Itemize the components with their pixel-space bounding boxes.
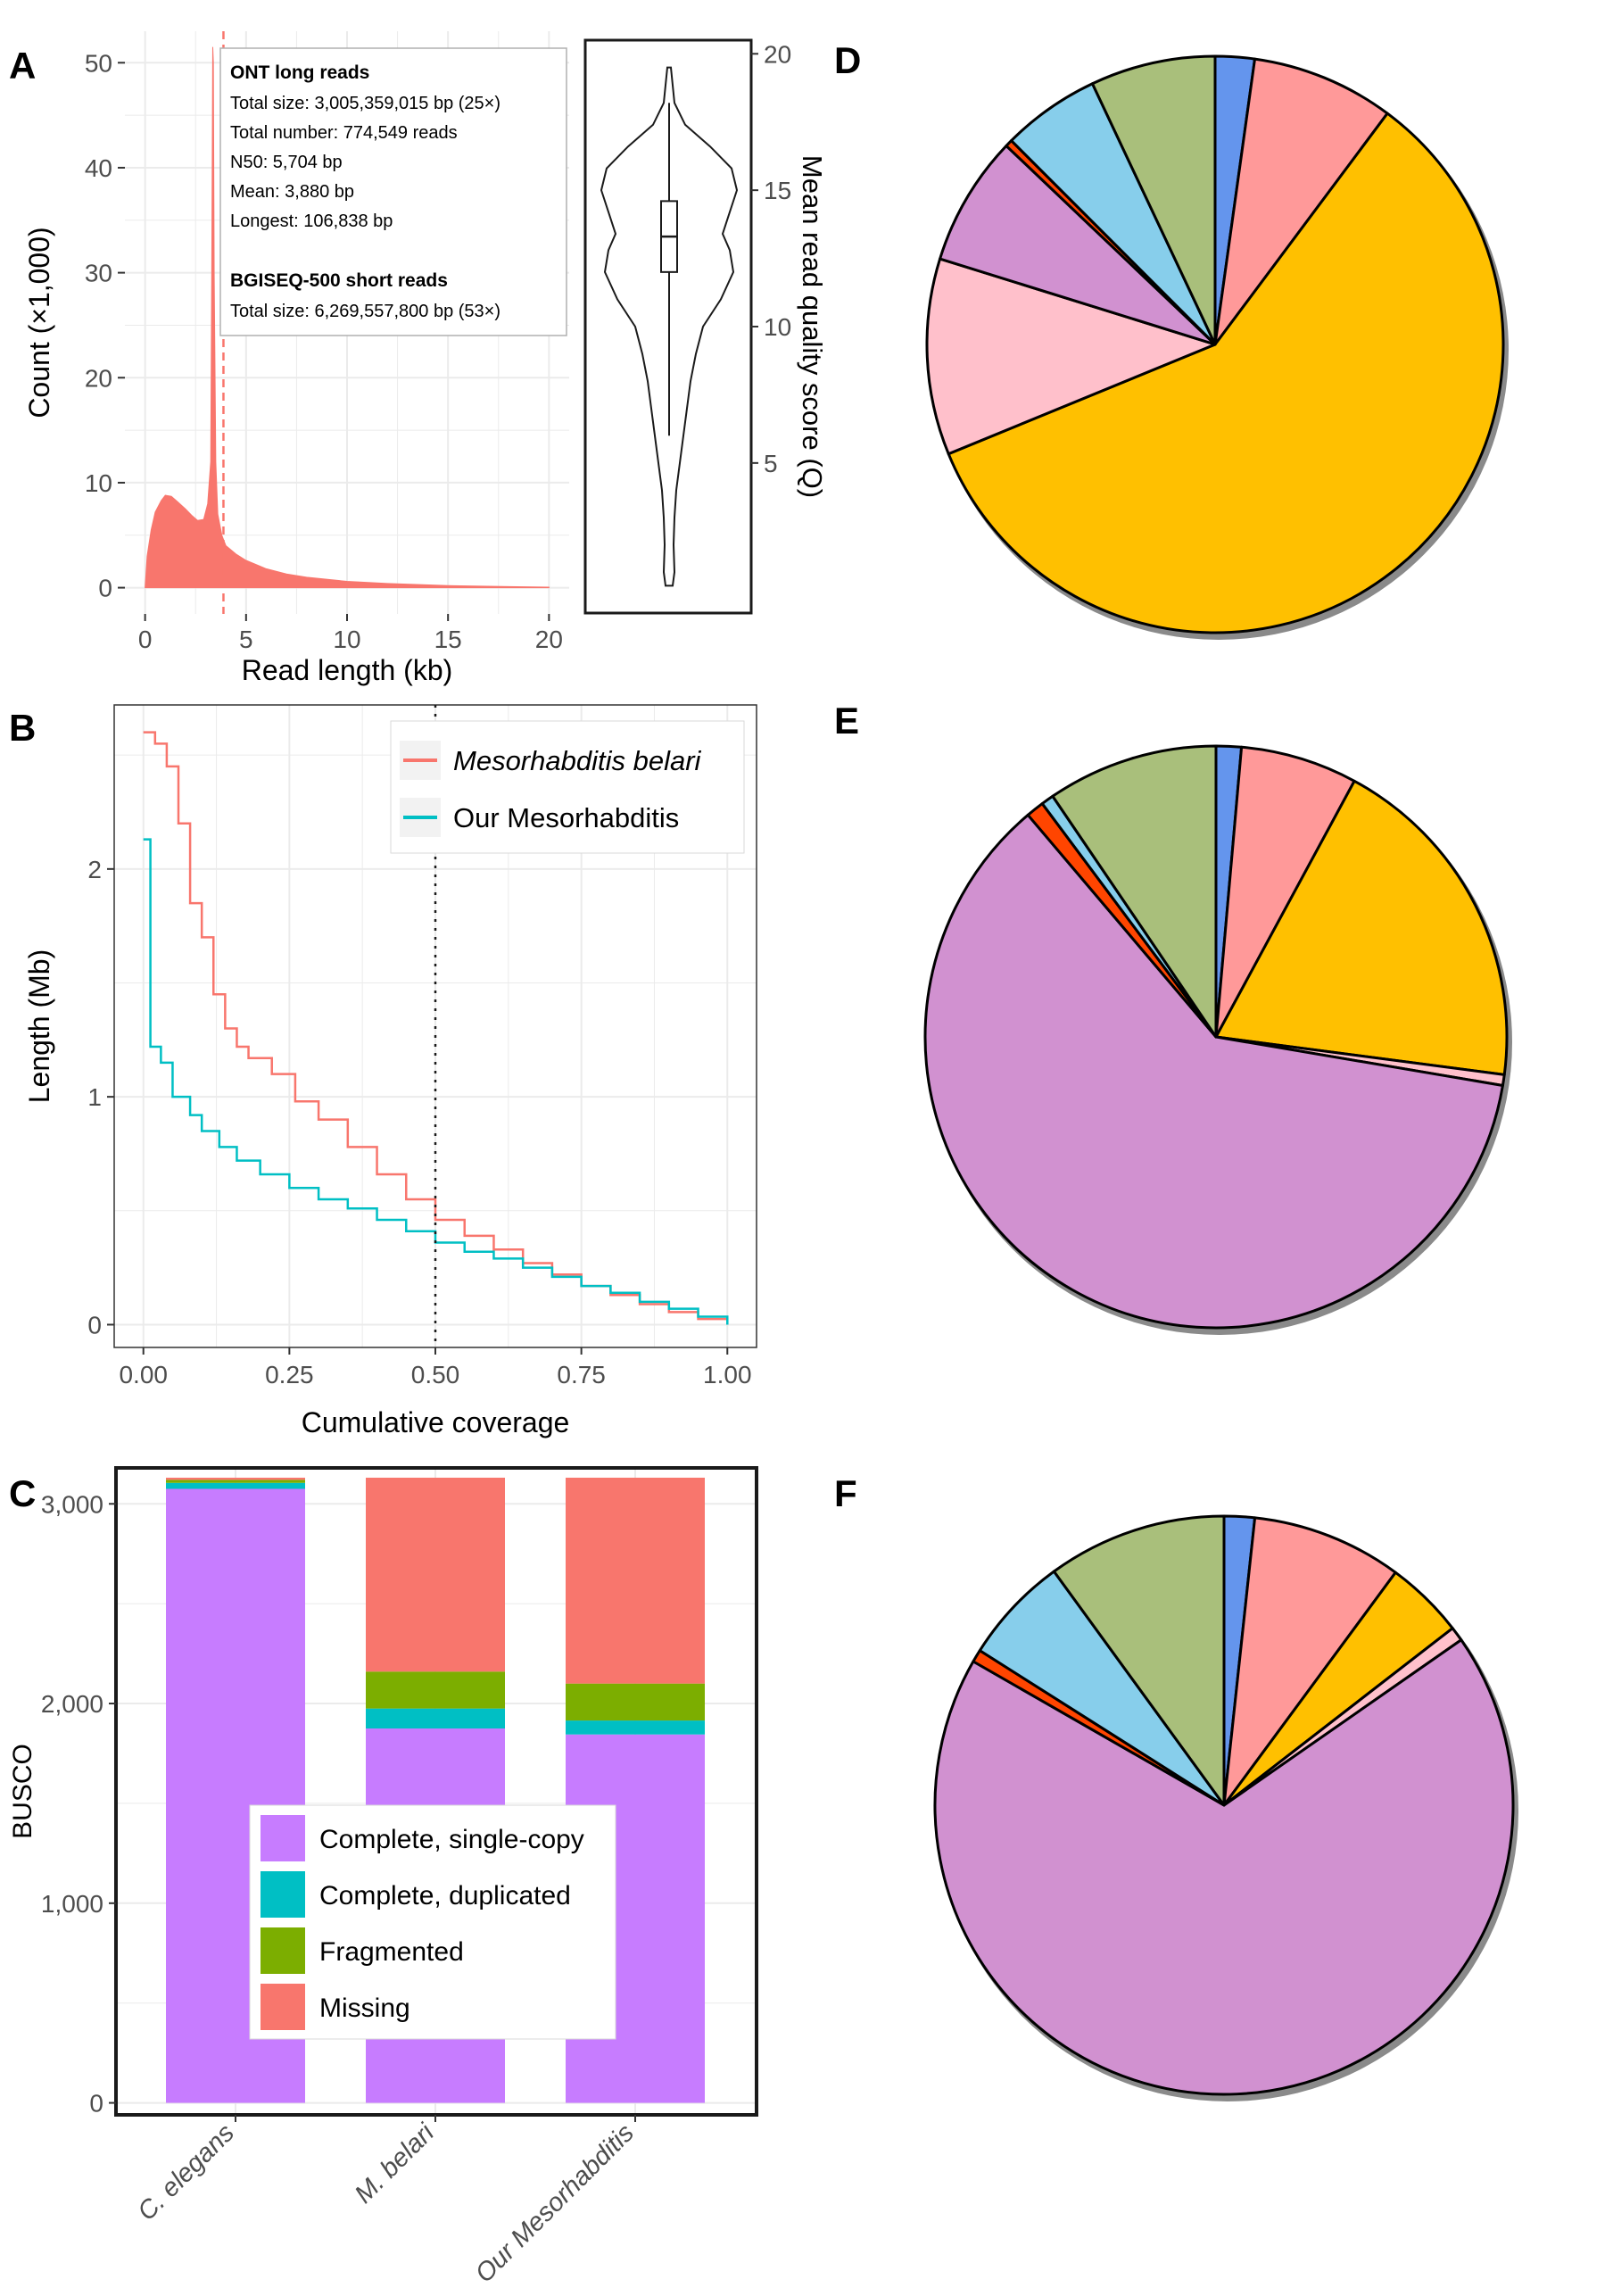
ont-stat-line: Longest: 106,838 bp xyxy=(230,211,393,231)
x-axis-title: Read length (kb) xyxy=(242,654,453,686)
x-tick-label: 5 xyxy=(239,626,253,653)
y-tick-label: 1 xyxy=(87,1083,102,1111)
legend-box xyxy=(390,720,745,854)
x-tick-label: Our Mesorhabditis xyxy=(470,2118,640,2288)
coverage-line-series-2 xyxy=(143,838,729,1325)
x-tick-label: 1.00 xyxy=(703,1361,752,1388)
y-tick-label: 10 xyxy=(764,313,791,341)
pie-slice xyxy=(1214,745,1356,1039)
pie-slice xyxy=(1052,1514,1226,1807)
y-axis-title: Length (Mb) xyxy=(23,949,55,1104)
pie-slice xyxy=(1214,779,1509,1076)
y-tick-label: 0 xyxy=(98,575,112,602)
busco-bar-segment xyxy=(166,1477,305,1480)
panel-letter-d: D xyxy=(834,39,861,81)
busco-bar-segment xyxy=(566,1720,705,1735)
y-tick-label: 20 xyxy=(764,40,791,68)
pie-slice xyxy=(925,257,1217,456)
legend-box xyxy=(249,1804,616,2040)
y-tick-label: 40 xyxy=(85,154,112,182)
x-tick-label: 0.50 xyxy=(411,1361,460,1388)
x-tick-label: 10 xyxy=(333,626,360,653)
x-tick-label: M. belari xyxy=(350,2118,441,2209)
panel-d-pie xyxy=(925,54,1509,640)
pie-slice xyxy=(939,144,1217,346)
pie-slice xyxy=(923,813,1504,1330)
bgi-stat-line: Total size: 6,269,557,800 bp (53×) xyxy=(230,302,500,321)
read-length-histogram-area xyxy=(145,46,550,589)
pie-slice xyxy=(947,112,1505,634)
x-tick-label: C. elegans xyxy=(132,2118,240,2226)
busco-bar-segment xyxy=(166,1480,305,1483)
panel-f-pie xyxy=(933,1514,1518,2101)
pie-slice xyxy=(933,1638,1515,2096)
panel-letter-f: F xyxy=(834,1472,857,1514)
y-tick-label: 2,000 xyxy=(41,1690,103,1718)
legend-key xyxy=(261,1927,305,1974)
legend-key xyxy=(261,1984,305,2030)
legend-label: Missing xyxy=(319,1993,410,2023)
busco-bar-segment xyxy=(166,1482,305,1489)
x-tick-label: 0.00 xyxy=(119,1361,168,1388)
y-tick-label: 1,000 xyxy=(41,1890,103,1918)
x-tick-label: 0.75 xyxy=(557,1361,606,1388)
y-tick-label: 0 xyxy=(87,1311,102,1339)
busco-bar-segment xyxy=(566,1683,705,1721)
x-axis-title: Cumulative coverage xyxy=(302,1406,570,1438)
y-tick-label: 30 xyxy=(85,260,112,287)
y-axis-title: BUSCO xyxy=(8,1744,37,1839)
ont-stat-line: Total size: 3,005,359,015 bp (25×) xyxy=(230,94,500,113)
y-tick-label: 0 xyxy=(89,2090,103,2118)
panel-c-busco-bars: Complete, single-copy Complete, duplicate… xyxy=(8,1466,758,2288)
ont-stat-line: N50: 5,704 bp xyxy=(230,153,343,172)
panel-letter-a: A xyxy=(9,45,36,87)
y-tick-label: 10 xyxy=(85,469,112,497)
legend-label: Mesorhabditis belari xyxy=(453,745,702,776)
pie-slice xyxy=(1222,1516,1397,1807)
x-tick-label: 0 xyxy=(138,626,153,653)
pie-slice xyxy=(978,1570,1226,1807)
y-tick-label: 5 xyxy=(764,450,778,477)
panel-a-violin: 5 10 15 20 Mean read quality score (Q) xyxy=(583,38,828,615)
ont-title: ONT long reads xyxy=(230,62,369,83)
busco-bar-segment xyxy=(366,1708,505,1729)
y-axis-title: Count (×1,000) xyxy=(23,227,55,418)
ont-stat-line: Total number: 774,549 reads xyxy=(230,123,458,143)
pie-slice xyxy=(1090,54,1217,346)
panel-letter-b: B xyxy=(9,707,36,749)
y-tick-label: 3,000 xyxy=(41,1490,103,1518)
legend-key xyxy=(261,1815,305,1861)
panel-letter-e: E xyxy=(834,700,859,742)
panel-e-pie xyxy=(923,744,1512,1335)
y-axis-title: Mean read quality score (Q) xyxy=(797,155,828,498)
busco-bar-segment xyxy=(566,1477,705,1684)
legend-label: Complete, duplicated xyxy=(319,1881,571,1911)
legend-label: Our Mesorhabditis xyxy=(453,802,679,833)
legend-label: Complete, single-copy xyxy=(319,1825,584,1854)
pie-slice xyxy=(1051,744,1218,1039)
bgi-title: BGISEQ-500 short reads xyxy=(230,270,448,291)
panel-letter-c: C xyxy=(9,1472,36,1514)
x-tick-label: 20 xyxy=(535,626,563,653)
x-tick-label: 0.25 xyxy=(265,1361,314,1388)
legend-label: Fragmented xyxy=(319,1937,464,1967)
panel-b-coverage-plot: Mesorhabditis belari Our Mesorhabditis 0.0… xyxy=(23,704,757,1438)
y-tick-label: 50 xyxy=(85,49,112,77)
y-tick-label: 2 xyxy=(87,856,102,883)
panel-a-histogram: 0 5 10 15 20 0 10 20 30 40 50 Read length (kb) Count… xyxy=(23,31,569,686)
y-tick-label: 20 xyxy=(85,364,112,392)
pie-slice xyxy=(1213,57,1389,346)
legend-key xyxy=(261,1871,305,1918)
y-tick-label: 15 xyxy=(764,177,791,204)
busco-bar-segment xyxy=(366,1671,505,1709)
annotation-box xyxy=(219,47,567,336)
ont-stat-line: Mean: 3,880 bp xyxy=(230,182,354,202)
x-tick-label: 15 xyxy=(434,626,462,653)
busco-bar-segment xyxy=(366,1477,505,1672)
